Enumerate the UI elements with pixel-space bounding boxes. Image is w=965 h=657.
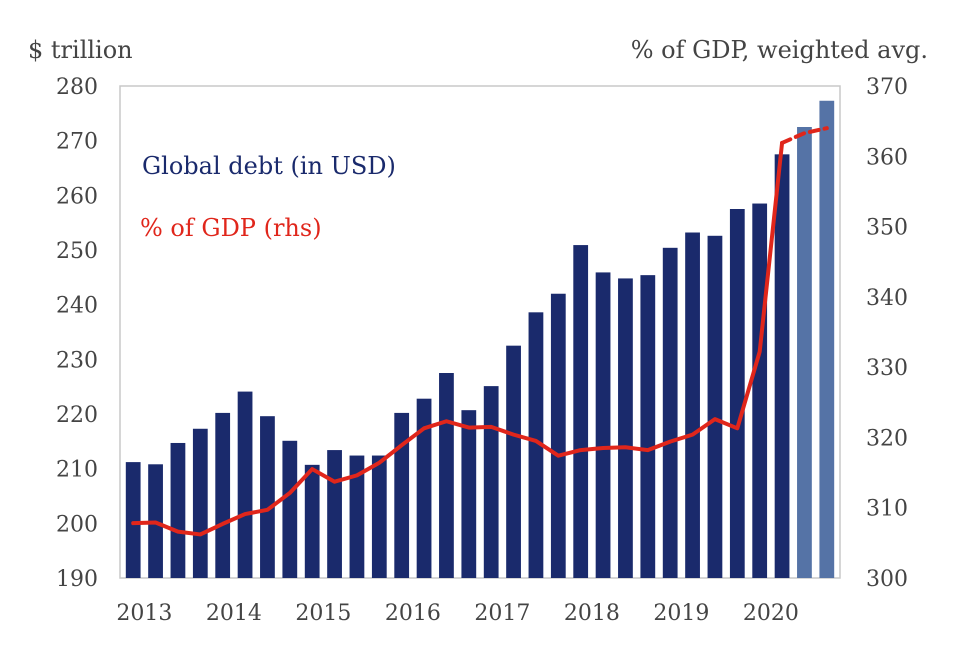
x-tick-label: 2017	[474, 601, 530, 626]
debt-bar	[707, 235, 723, 578]
debt-bar	[192, 428, 208, 578]
gdp-ratio-line	[131, 126, 829, 537]
legend-gdp-ratio: % of GDP (rhs)	[140, 214, 322, 242]
left-tick-label: 220	[56, 403, 98, 428]
plot-frame	[119, 85, 841, 579]
legend-global-debt: Global debt (in USD)	[142, 152, 396, 180]
debt-bar	[461, 410, 477, 578]
debt-bar	[506, 345, 521, 578]
debt-bar	[528, 312, 544, 578]
debt-bar	[729, 209, 745, 578]
left-tick-label: 190	[56, 567, 98, 592]
debt-bar	[371, 455, 387, 578]
left-tick-label: 240	[56, 294, 98, 319]
left-tick-label: 200	[56, 512, 98, 537]
right-axis-ticks: 300 310 320 330 340 350 360 370	[866, 75, 908, 592]
x-tick-label: 2020	[743, 601, 799, 626]
gdp-ratio-line-dashed	[780, 126, 829, 145]
debt-bar	[595, 272, 611, 578]
left-tick-label: 270	[56, 130, 98, 155]
debt-bar	[304, 464, 320, 578]
debt-bar	[662, 247, 678, 578]
left-axis-unit-label: $ trillion	[28, 36, 133, 64]
debt-bars	[125, 100, 835, 579]
debt-bar	[797, 127, 812, 578]
debt-bar	[685, 232, 700, 579]
right-axis-unit-label: % of GDP, weighted avg.	[631, 36, 928, 64]
left-tick-label: 230	[56, 348, 98, 373]
left-tick-label: 280	[56, 75, 98, 100]
debt-bar	[439, 373, 454, 578]
right-tick-label: 310	[866, 497, 908, 522]
debt-bar	[550, 293, 566, 578]
debt-bar	[416, 398, 432, 578]
left-tick-label: 250	[56, 239, 98, 264]
x-tick-label: 2013	[116, 601, 172, 626]
debt-bar	[327, 450, 342, 578]
right-tick-label: 330	[866, 356, 908, 381]
left-tick-label: 210	[56, 458, 98, 483]
right-tick-label: 320	[866, 426, 908, 451]
left-axis-ticks: 190 200 210 220 230 240 250 260 270 280	[56, 75, 98, 592]
debt-bar	[215, 412, 231, 578]
debt-bar	[483, 386, 499, 578]
debt-bar	[260, 416, 275, 578]
debt-bar	[125, 462, 141, 578]
debt-bar	[819, 100, 835, 578]
debt-bar	[774, 154, 790, 579]
right-tick-label: 350	[866, 216, 908, 241]
debt-bar	[618, 278, 633, 578]
right-tick-label: 340	[866, 286, 908, 311]
right-tick-label: 360	[866, 145, 908, 170]
x-tick-label: 2016	[385, 601, 441, 626]
debt-bar	[170, 442, 186, 578]
debt-bar	[237, 391, 253, 578]
debt-bar	[752, 203, 768, 579]
right-tick-label: 300	[866, 567, 908, 592]
debt-bar	[640, 275, 656, 578]
x-tick-label: 2019	[653, 601, 709, 626]
x-tick-label: 2014	[206, 601, 262, 626]
right-tick-label: 370	[866, 75, 908, 100]
debt-bar	[394, 412, 410, 578]
x-axis-ticks: 2013 2014 2015 2016 2017 2018 2019 2020	[116, 601, 799, 626]
gdp-ratio-line-solid	[131, 140, 785, 537]
debt-bar	[282, 440, 298, 578]
left-tick-label: 260	[56, 184, 98, 209]
x-tick-label: 2018	[564, 601, 620, 626]
debt-bar	[573, 245, 589, 578]
x-tick-label: 2015	[295, 601, 351, 626]
debt-bar	[349, 455, 365, 578]
